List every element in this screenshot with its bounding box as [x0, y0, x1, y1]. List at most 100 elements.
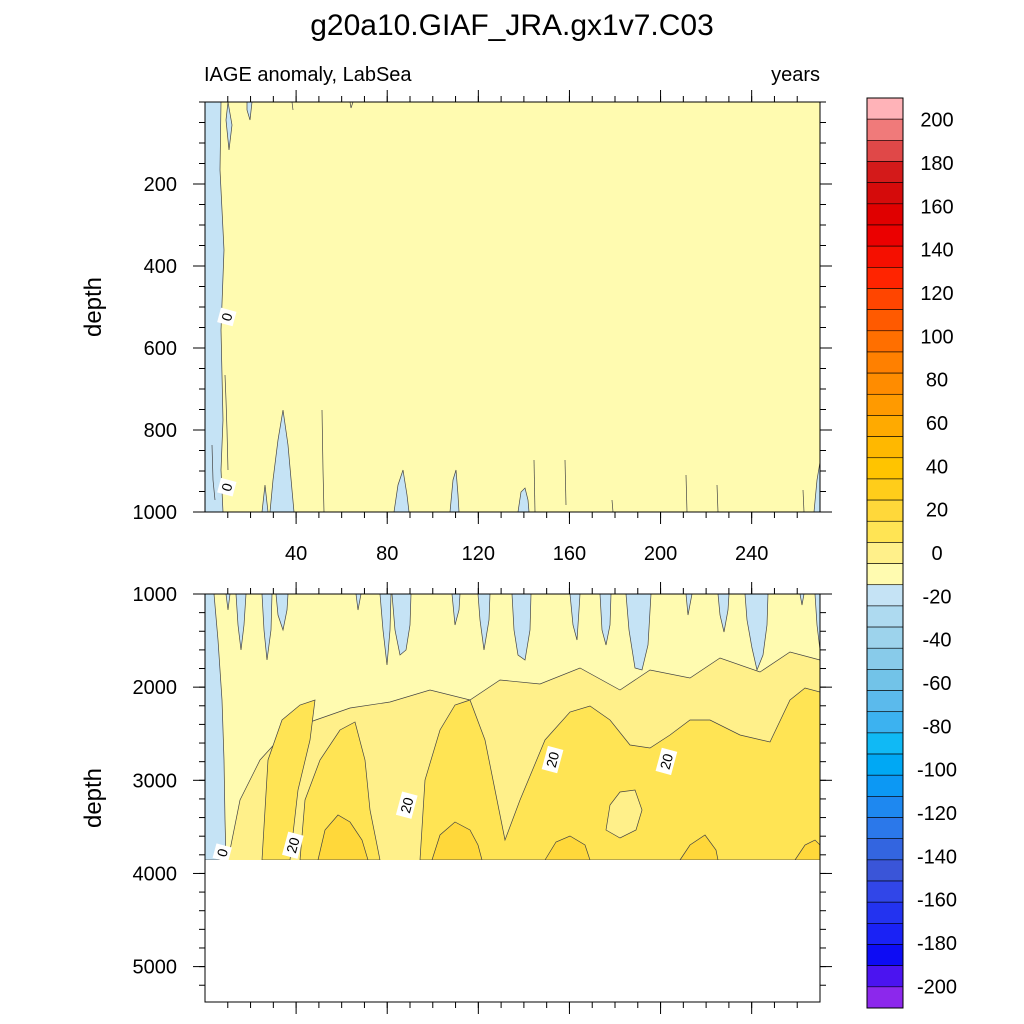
upper-negative-patch	[225, 101, 233, 151]
colorbar-label: -180	[917, 933, 957, 955]
upper-panel	[204, 101, 821, 513]
colorbar-label: -20	[923, 586, 952, 608]
colorbar-bin	[866, 499, 904, 522]
colorbar-bin	[866, 97, 904, 120]
colorbar-bin	[866, 330, 904, 353]
lower-band-deep	[419, 687, 821, 861]
colorbar-bin	[866, 436, 904, 459]
y-tick-label: 5000	[133, 957, 178, 979]
colorbar-label: -200	[917, 976, 957, 998]
colorbar-bin	[866, 182, 904, 205]
colorbar-bin	[866, 415, 904, 437]
colorbar-bin	[866, 605, 904, 628]
x-tick-label: 40	[285, 543, 307, 565]
colorbar-label: 100	[920, 326, 953, 348]
contour-label: 20	[541, 745, 564, 774]
contour-label-box	[655, 747, 678, 776]
colorbar-bin	[866, 584, 904, 607]
contour-label-box	[541, 745, 564, 774]
colorbar-label: 200	[920, 110, 953, 132]
colorbar-bin	[866, 732, 904, 755]
colorbar-bin	[866, 351, 904, 374]
colorbar-bin	[866, 669, 904, 691]
colorbar-bin	[866, 161, 904, 183]
colorbar-bin	[866, 457, 904, 480]
colorbar-label: 60	[926, 413, 948, 435]
upper-y-axis-label: depth	[80, 277, 107, 337]
colorbar-frame	[866, 97, 904, 1009]
colorbar-bin	[866, 986, 904, 1009]
colorbar-bin	[866, 288, 904, 310]
colorbar-bin	[866, 393, 904, 416]
colorbar-label: -100	[917, 760, 957, 782]
axes: 40 80 120 160 200 240200400600800100010002000…	[133, 90, 832, 1014]
lower-negative-patch	[744, 593, 769, 672]
colorbar-bin	[866, 140, 904, 162]
x-tick-label: 160	[553, 543, 586, 565]
colorbar-bin	[866, 880, 904, 903]
colorbar-bin	[866, 372, 904, 395]
contour-label-text: 0	[218, 481, 236, 493]
y-tick-label: 800	[144, 420, 177, 442]
colorbar-label: -80	[923, 716, 952, 738]
colorbar-bin	[866, 563, 904, 586]
colorbar-bin	[866, 690, 904, 713]
colorbar-label: 160	[920, 196, 953, 218]
y-tick-label: 600	[144, 338, 177, 360]
colorbar-bin	[866, 309, 904, 332]
contour-label-text: 20	[397, 795, 417, 814]
left-subtitle: IAGE anomaly, LabSea	[204, 64, 412, 86]
y-tick-label: 4000	[133, 863, 178, 885]
colorbar-bin	[866, 944, 904, 966]
x-tick-label: 120	[462, 543, 495, 565]
right-subtitle: years	[771, 64, 820, 86]
y-tick-label: 1000	[133, 584, 178, 606]
colorbar-label: 140	[920, 240, 953, 262]
x-tick-label: 200	[644, 543, 677, 565]
contour-label-box	[282, 831, 304, 859]
lower-no-data-region	[205, 860, 820, 1002]
contour-label: 20	[282, 831, 304, 859]
colorbar-bin	[866, 774, 904, 797]
colorbar-bin	[866, 817, 904, 839]
colorbar-bin	[866, 859, 904, 882]
colorbar-label: 80	[926, 370, 948, 392]
contour-label: 0	[212, 843, 232, 863]
colorbar-bin	[866, 965, 904, 988]
colorbar-label: 0	[931, 543, 942, 565]
y-tick-label: 1000	[133, 502, 178, 524]
colorbar-label: -140	[917, 846, 957, 868]
colorbar-bin	[866, 923, 904, 945]
contour-label: 20	[655, 747, 678, 776]
contour-label: 0	[217, 477, 237, 497]
colorbar-bin	[866, 838, 904, 861]
colorbar-bin	[866, 753, 904, 776]
colorbar-label: -40	[923, 630, 952, 652]
y-tick-label: 400	[144, 256, 177, 278]
lower-panel	[204, 593, 821, 1002]
colorbar-bin	[866, 711, 904, 734]
contour-label: 0	[217, 307, 237, 327]
contour-label-box	[395, 791, 418, 819]
y-tick-label: 2000	[133, 677, 178, 699]
colorbar-label: -160	[917, 890, 957, 912]
colorbar-bin	[866, 647, 904, 670]
x-tick-label: 240	[735, 543, 768, 565]
colorbar-bin	[866, 224, 904, 247]
lower-y-axis-label: depth	[80, 768, 107, 828]
contour-label-box	[212, 843, 232, 863]
colorbar-bin	[866, 478, 904, 501]
colorbar-bin	[866, 245, 904, 268]
colorbar: 200180160140120100806040200-20-40-60-80-…	[866, 97, 957, 1009]
contour-label-text: 0	[218, 311, 236, 323]
lower-band-deep	[299, 721, 381, 861]
y-tick-label: 200	[144, 174, 177, 196]
upper-negative-patch	[269, 409, 295, 513]
contour-label-text: 20	[543, 750, 563, 769]
upper-plot-background	[205, 102, 820, 512]
contour-label-text: 0	[214, 847, 232, 859]
contour-label-box	[217, 307, 237, 327]
colorbar-bin	[866, 203, 904, 226]
